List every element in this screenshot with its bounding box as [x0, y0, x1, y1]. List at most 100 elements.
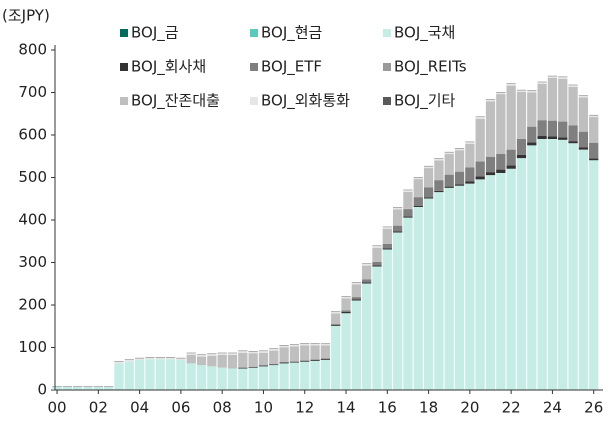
bar-segment	[486, 172, 495, 175]
bar-segment	[568, 141, 577, 143]
bar-segment	[331, 313, 340, 324]
bar-segment	[548, 139, 557, 390]
bar-segment	[310, 359, 319, 360]
bar-segment	[114, 363, 123, 389]
bar-segment	[166, 357, 175, 359]
bar-segment	[383, 244, 392, 248]
bar-segment	[558, 77, 567, 79]
bar-segment	[434, 160, 443, 180]
bar-segment	[341, 313, 350, 390]
bar-segment	[548, 136, 557, 139]
bar-segment	[517, 155, 526, 158]
legend-swatch	[250, 97, 258, 105]
bar-segment	[424, 198, 433, 389]
y-tick-label: 600	[18, 126, 47, 144]
bar-segment	[403, 218, 412, 390]
bar-segment	[362, 266, 371, 280]
y-tick-label: 0	[37, 381, 47, 399]
bar-segment	[249, 351, 258, 353]
bar-segment	[568, 85, 577, 87]
x-tick-label: 14	[336, 399, 355, 417]
legend-label: BOJ_외화통화	[261, 92, 350, 111]
legend-swatch	[250, 63, 258, 71]
bar-segment	[269, 364, 278, 365]
bar-segment	[527, 92, 536, 126]
bar-segment	[228, 368, 237, 389]
bar-segment	[445, 154, 454, 174]
bar-segment	[445, 187, 454, 188]
bar-segment	[383, 249, 392, 389]
bar-segment	[238, 368, 247, 389]
bar-segment	[568, 143, 577, 390]
bar-segment	[279, 363, 288, 364]
y-tick-label: 100	[18, 338, 47, 356]
legend-swatch	[383, 63, 391, 71]
bar-segment	[249, 368, 258, 390]
bar-segment	[321, 346, 330, 359]
bar-segment	[383, 248, 392, 249]
bar-segment	[393, 232, 402, 389]
bar-segment	[414, 179, 423, 197]
bar-segment	[537, 120, 546, 136]
bar-segment	[403, 190, 412, 192]
bar-segment	[290, 363, 299, 390]
bar-segment	[496, 170, 505, 173]
bar-segment	[300, 345, 309, 360]
bar-segment	[589, 117, 598, 143]
x-tick-label: 16	[378, 399, 397, 417]
bar-segment	[52, 387, 61, 390]
bar-segment	[414, 206, 423, 207]
bar-segment	[496, 94, 505, 153]
bar-segment	[507, 165, 516, 168]
bar-segment	[176, 360, 185, 390]
x-tick-label: 00	[48, 399, 67, 417]
bar-segment	[135, 358, 144, 360]
bar-segment	[362, 279, 371, 282]
bar-segment	[568, 125, 577, 141]
x-tick-label: 24	[543, 399, 562, 417]
bar-segment	[579, 98, 588, 132]
bar-segment	[300, 360, 309, 361]
legend-label: BOJ_REITs	[394, 58, 467, 77]
bar-segment	[290, 345, 299, 347]
bar-segment	[465, 142, 474, 144]
x-tick-label: 08	[213, 399, 232, 417]
bar-segment	[94, 387, 103, 390]
bar-segment	[259, 366, 268, 367]
legend-label: BOJ_ETF	[261, 58, 322, 77]
bar-segment	[403, 192, 412, 209]
bar-segment	[465, 167, 474, 181]
bar-segment	[218, 368, 227, 390]
bar-segment	[558, 137, 567, 140]
legend-swatch	[383, 97, 391, 105]
bar-segment	[372, 265, 381, 266]
bar-segment	[321, 358, 330, 359]
bar-segment	[156, 357, 165, 359]
legend-swatch	[383, 29, 391, 37]
bar-segment	[517, 139, 526, 155]
bar-segment	[279, 363, 288, 389]
bar-segment	[176, 358, 185, 360]
bar-segment	[310, 344, 319, 346]
bar-segment	[445, 188, 454, 390]
bar-segment	[83, 387, 92, 390]
bar-segment	[579, 96, 588, 98]
legend-label: BOJ_회사채	[131, 58, 206, 77]
bar-segment	[486, 101, 495, 156]
bar-segment	[238, 353, 247, 368]
bar-segment	[486, 157, 495, 172]
bar-segment	[434, 191, 443, 192]
bar-segment	[507, 169, 516, 390]
x-tick-label: 18	[419, 399, 438, 417]
bar-segment	[579, 147, 588, 149]
bar-segment	[558, 122, 567, 138]
bar-segment	[310, 361, 319, 390]
bar-segment	[568, 87, 577, 125]
bar-segment	[125, 362, 134, 390]
bar-segment	[455, 184, 464, 185]
x-tick-label: 22	[502, 399, 521, 417]
bar-segment	[372, 266, 381, 389]
bar-segment	[403, 209, 412, 216]
bar-segment	[341, 310, 350, 312]
